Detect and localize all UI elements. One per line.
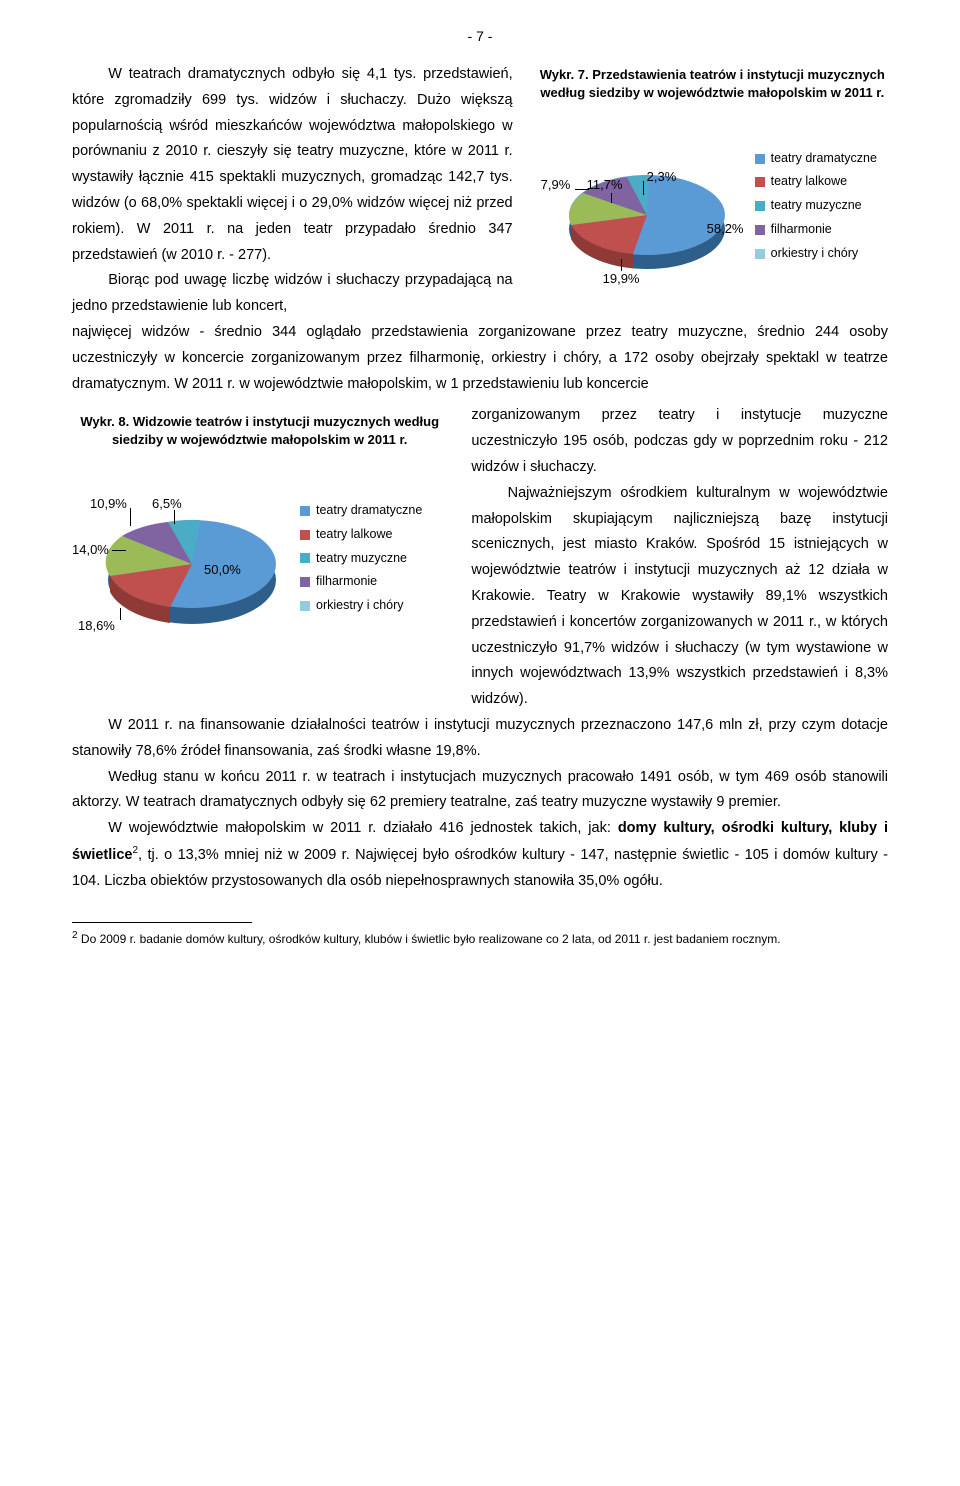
para-full-2-wrap: W 2011 r. na finansowanie działalności t…: [72, 713, 888, 765]
mid-right-text: zorganizowanym przez teatry i instytucje…: [471, 403, 888, 713]
legend-label: orkiestry i chóry: [316, 594, 404, 618]
swatch-icon: [755, 225, 765, 235]
legend-item: teatry muzyczne: [755, 194, 877, 218]
para-full-4: W województwie małopolskim w 2011 r. dzi…: [72, 816, 888, 894]
swatch-icon: [755, 154, 765, 164]
legend-label: teatry dramatyczne: [771, 147, 877, 171]
para-mid-b: Najważniejszym ośrodkiem kulturalnym w w…: [471, 481, 888, 713]
chart-8-label-50-0: 50,0%: [204, 562, 241, 577]
swatch-icon: [755, 201, 765, 211]
swatch-icon: [755, 249, 765, 259]
para-full-3-wrap: Według stanu w końcu 2011 r. w teatrach …: [72, 765, 888, 817]
top-left-paragraph-block: W teatrach dramatycznych odbyło się 4,1 …: [72, 62, 513, 320]
chart-7-svg: [537, 111, 747, 301]
legend-item: filharmonie: [755, 218, 877, 242]
para-full-4-wrap: W województwie małopolskim w 2011 r. dzi…: [72, 816, 888, 894]
chart-7-legend: teatry dramatyczne teatry lalkowe teatry…: [755, 147, 877, 266]
legend-label: filharmonie: [771, 218, 832, 242]
chart-8-label-10-9: 10,9%: [90, 496, 127, 511]
chart-7-label-58-2: 58,2%: [707, 221, 744, 236]
chart-7-block: Wykr. 7. Przedstawienia teatrów i instyt…: [537, 62, 888, 320]
para-full-4-b: , tj. o 13,3% mniej niż w 2009 r. Najwię…: [72, 847, 888, 889]
swatch-icon: [300, 553, 310, 563]
chart-8-label-14-0: 14,0%: [72, 542, 109, 557]
legend-label: orkiestry i chóry: [771, 242, 859, 266]
chart-8-pie: 10,9% 6,5% 14,0% 18,6% 50,0%: [72, 458, 292, 658]
chart-8-title: Wykr. 8. Widzowie teatrów i instytucji m…: [72, 413, 447, 448]
chart-7-wrap: 7,9% 11,7% 2,3% 58,2% 19,9% teatry drama…: [537, 111, 888, 301]
swatch-icon: [755, 177, 765, 187]
legend-label: teatry lalkowe: [316, 523, 392, 547]
para-full-1: najwięcej widzów - średnio 344 oglądało …: [72, 320, 888, 397]
legend-label: filharmonie: [316, 570, 377, 594]
swatch-icon: [300, 530, 310, 540]
footnote: 2 Do 2009 r. badanie domów kultury, ośro…: [72, 929, 888, 948]
para-full-2: W 2011 r. na finansowanie działalności t…: [72, 713, 888, 765]
footnote-text: Do 2009 r. badanie domów kultury, ośrodk…: [78, 932, 781, 946]
legend-item: teatry dramatyczne: [300, 499, 422, 523]
chart-7-label-7-9: 7,9%: [541, 177, 571, 192]
legend-label: teatry dramatyczne: [316, 499, 422, 523]
chart-7-title: Wykr. 7. Przedstawienia teatrów i instyt…: [537, 66, 888, 101]
chart-8-block: Wykr. 8. Widzowie teatrów i instytucji m…: [72, 403, 447, 713]
chart-7-label-19-9: 19,9%: [603, 271, 640, 286]
chart-7-pie: 7,9% 11,7% 2,3% 58,2% 19,9%: [537, 111, 747, 301]
legend-item: orkiestry i chóry: [755, 242, 877, 266]
legend-label: teatry muzyczne: [771, 194, 862, 218]
legend-item: teatry lalkowe: [300, 523, 422, 547]
chart-7-label-2-3: 2,3%: [647, 169, 677, 184]
swatch-icon: [300, 506, 310, 516]
chart-8-label-18-6: 18,6%: [78, 618, 115, 633]
para-full-3: Według stanu w końcu 2011 r. w teatrach …: [72, 765, 888, 817]
chart-7-label-11-7: 11,7%: [587, 177, 623, 192]
footnote-rule: [72, 922, 252, 923]
chart-8-wrap: 10,9% 6,5% 14,0% 18,6% 50,0% teatry dram…: [72, 458, 447, 658]
page-number: - 7 -: [72, 28, 888, 44]
para-mid-a: zorganizowanym przez teatry i instytucje…: [471, 407, 888, 475]
legend-item: teatry dramatyczne: [755, 147, 877, 171]
legend-label: teatry lalkowe: [771, 170, 847, 194]
swatch-icon: [300, 601, 310, 611]
chart-8-legend: teatry dramatyczne teatry lalkowe teatry…: [300, 499, 422, 618]
chart-8-label-6-5: 6,5%: [152, 496, 182, 511]
para-2: Biorąc pod uwagę liczbę widzów i słuchac…: [72, 268, 513, 320]
legend-label: teatry muzyczne: [316, 547, 407, 571]
document-page: - 7 - W teatrach dramatycznych odbyło si…: [0, 0, 960, 988]
para-full-4-a: W województwie małopolskim w 2011 r. dzi…: [108, 820, 618, 836]
legend-item: teatry muzyczne: [300, 547, 422, 571]
legend-item: teatry lalkowe: [755, 170, 877, 194]
legend-item: filharmonie: [300, 570, 422, 594]
swatch-icon: [300, 577, 310, 587]
legend-item: orkiestry i chóry: [300, 594, 422, 618]
mid-two-column: Wykr. 8. Widzowie teatrów i instytucji m…: [72, 403, 888, 713]
top-two-column: W teatrach dramatycznych odbyło się 4,1 …: [72, 62, 888, 320]
para-1: W teatrach dramatycznych odbyło się 4,1 …: [72, 62, 513, 268]
